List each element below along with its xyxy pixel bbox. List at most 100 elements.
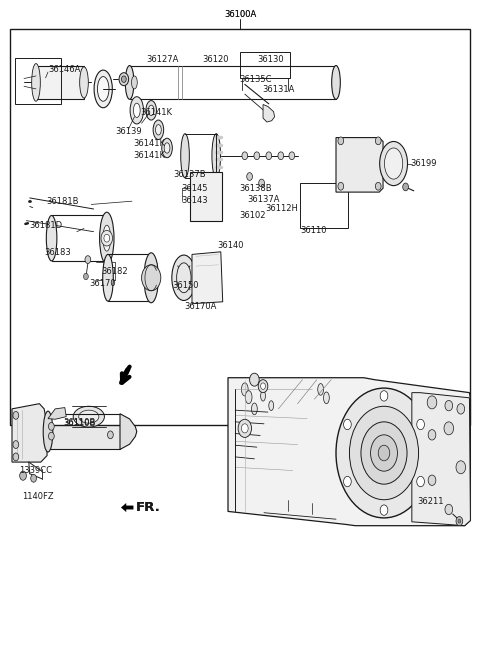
Circle shape <box>258 380 268 393</box>
Circle shape <box>48 432 54 440</box>
Polygon shape <box>192 252 223 304</box>
Ellipse shape <box>241 383 248 396</box>
Polygon shape <box>121 503 133 512</box>
Circle shape <box>427 396 437 409</box>
Circle shape <box>375 137 381 145</box>
Bar <box>108 254 151 301</box>
Text: 36181D: 36181D <box>29 221 62 230</box>
Ellipse shape <box>172 255 196 300</box>
Bar <box>240 52 290 78</box>
Polygon shape <box>48 408 66 419</box>
Text: 36150: 36150 <box>172 281 198 290</box>
Bar <box>48 414 120 449</box>
Circle shape <box>13 441 19 448</box>
Text: 36110: 36110 <box>300 226 327 235</box>
Text: 36137B: 36137B <box>174 170 206 179</box>
Text: 36181B: 36181B <box>47 197 79 206</box>
Bar <box>36 66 84 99</box>
Circle shape <box>457 404 465 414</box>
Circle shape <box>445 400 453 411</box>
Ellipse shape <box>144 253 158 302</box>
Ellipse shape <box>73 406 105 427</box>
Ellipse shape <box>162 138 172 158</box>
Circle shape <box>241 424 248 433</box>
Bar <box>185 134 216 178</box>
Ellipse shape <box>324 392 329 404</box>
Bar <box>15 58 61 104</box>
Circle shape <box>378 445 390 461</box>
Ellipse shape <box>164 143 170 153</box>
Circle shape <box>361 422 407 484</box>
Ellipse shape <box>245 391 252 404</box>
Circle shape <box>278 152 284 160</box>
Circle shape <box>250 373 259 386</box>
Circle shape <box>20 471 26 480</box>
Circle shape <box>444 422 454 435</box>
Polygon shape <box>336 138 383 192</box>
Text: FR.: FR. <box>135 501 160 514</box>
Text: 36146A: 36146A <box>48 65 80 74</box>
Ellipse shape <box>177 263 191 293</box>
Bar <box>52 215 107 261</box>
Text: 36141K: 36141K <box>140 108 172 117</box>
Ellipse shape <box>384 148 403 179</box>
Text: 36211: 36211 <box>418 496 444 506</box>
Ellipse shape <box>97 77 109 101</box>
Circle shape <box>417 476 424 487</box>
Text: 36170A: 36170A <box>184 302 216 311</box>
Ellipse shape <box>252 403 257 415</box>
Circle shape <box>119 73 129 86</box>
Text: 36182: 36182 <box>101 267 127 276</box>
Circle shape <box>428 475 436 485</box>
Text: 36135C: 36135C <box>239 75 272 84</box>
Circle shape <box>31 474 36 482</box>
Circle shape <box>428 430 436 440</box>
Text: 36102: 36102 <box>239 211 265 220</box>
Ellipse shape <box>132 76 137 89</box>
Text: 36141K: 36141K <box>133 139 165 148</box>
Bar <box>130 66 336 99</box>
Polygon shape <box>12 404 47 462</box>
Ellipse shape <box>103 225 110 251</box>
Polygon shape <box>412 393 470 526</box>
Circle shape <box>349 406 419 500</box>
Text: 36140: 36140 <box>217 241 243 250</box>
Ellipse shape <box>269 400 274 411</box>
Circle shape <box>247 173 252 180</box>
Circle shape <box>101 230 112 246</box>
Circle shape <box>456 461 466 474</box>
Circle shape <box>142 265 161 291</box>
Text: 36110B: 36110B <box>63 419 95 428</box>
Ellipse shape <box>103 254 113 301</box>
Bar <box>190 172 222 221</box>
Ellipse shape <box>100 212 114 264</box>
Ellipse shape <box>332 66 340 99</box>
Polygon shape <box>263 104 275 122</box>
Polygon shape <box>120 414 137 449</box>
Text: 36199: 36199 <box>410 159 437 168</box>
Circle shape <box>289 152 295 160</box>
Ellipse shape <box>133 103 140 117</box>
Circle shape <box>380 505 388 515</box>
Text: 36112H: 36112H <box>265 204 298 214</box>
Text: 36130: 36130 <box>257 55 283 64</box>
Text: 36131A: 36131A <box>263 85 295 94</box>
Ellipse shape <box>156 125 161 135</box>
Text: 36127A: 36127A <box>146 55 179 64</box>
Text: 36139: 36139 <box>115 127 142 136</box>
Circle shape <box>380 391 388 401</box>
Bar <box>300 183 348 228</box>
Text: 36141K: 36141K <box>133 151 165 160</box>
Ellipse shape <box>380 141 408 186</box>
Ellipse shape <box>146 101 156 120</box>
Circle shape <box>104 234 109 242</box>
Circle shape <box>254 152 260 160</box>
Text: 36145: 36145 <box>181 184 207 193</box>
Circle shape <box>266 152 272 160</box>
Circle shape <box>417 419 424 430</box>
Circle shape <box>338 182 344 190</box>
Circle shape <box>242 152 248 160</box>
Circle shape <box>259 179 264 187</box>
Ellipse shape <box>148 105 154 116</box>
Circle shape <box>336 388 432 518</box>
